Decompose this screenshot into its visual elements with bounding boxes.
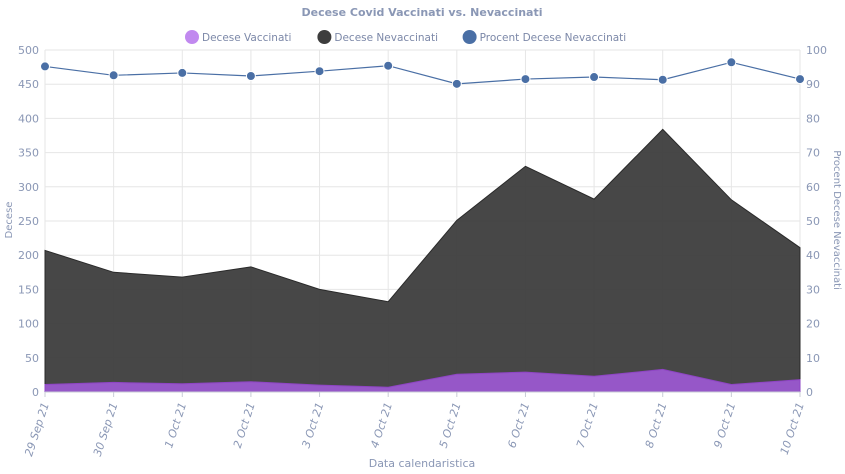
line-point <box>589 72 600 83</box>
line-point <box>795 74 805 85</box>
y2-tick-label: 90 <box>806 78 820 91</box>
legend-label: Procent Decese Nevaccinati <box>480 32 627 44</box>
y-tick-label: 0 <box>32 386 39 399</box>
x-axis-label: Data calendaristica <box>369 457 476 470</box>
y-tick-label: 150 <box>18 283 39 296</box>
x-tick-label: 30 Sep 21 <box>91 401 121 458</box>
line-point <box>245 70 256 81</box>
y2-tick-label: 40 <box>806 249 820 262</box>
y2-tick-label: 0 <box>806 386 813 399</box>
y-tick-label: 250 <box>18 215 39 228</box>
x-tick-label: 29 Sep 21 <box>22 401 52 458</box>
line-point <box>657 74 668 85</box>
chart-title: Decese Covid Vaccinati vs. Nevaccinati <box>301 6 542 19</box>
y-tick-label: 50 <box>25 352 39 365</box>
y-tick-label: 500 <box>18 44 39 57</box>
y-tick-label: 400 <box>18 112 39 125</box>
x-tick-label: 6 Oct 21 <box>505 401 532 450</box>
x-tick-label: 8 Oct 21 <box>643 401 670 450</box>
x-tick-label: 1 Oct 21 <box>162 401 189 450</box>
line-point <box>314 66 325 77</box>
legend-label: Decese Vaccinati <box>202 32 291 44</box>
legend-marker <box>317 30 332 44</box>
y2-tick-label: 100 <box>806 44 827 57</box>
legend-marker <box>462 30 477 44</box>
y2-tick-label: 70 <box>806 147 820 160</box>
y2-tick-label: 80 <box>806 112 820 125</box>
y-tick-label: 350 <box>18 147 39 160</box>
x-tick-label: 4 Oct 21 <box>368 401 395 450</box>
y2-tick-label: 20 <box>806 318 820 331</box>
y-tick-label: 300 <box>18 181 39 194</box>
plot-areas <box>44 128 801 393</box>
line-point <box>383 60 394 71</box>
x-tick-label: 5 Oct 21 <box>437 401 464 450</box>
line-point <box>726 57 737 68</box>
y-tick-label: 450 <box>18 78 39 91</box>
line-point <box>40 61 50 72</box>
y-tick-label: 200 <box>18 249 39 262</box>
line-point <box>108 70 119 81</box>
x-tick-label: 7 Oct 21 <box>574 401 601 450</box>
legend: Decese Vaccinati Decese Nevaccinati Procen… <box>185 30 626 44</box>
y2-tick-label: 60 <box>806 181 820 194</box>
legend-label: Decese Nevaccinati <box>334 32 438 44</box>
plot-lines <box>40 57 805 89</box>
line-procent-decese-nevaccinati <box>44 61 801 85</box>
area-decese-nevaccinati <box>44 128 801 393</box>
area-decese-vaccinati <box>44 368 801 393</box>
x-tick-label: 2 Oct 21 <box>231 401 258 450</box>
legend-marker <box>185 30 199 44</box>
y-tick-label: 100 <box>18 318 39 331</box>
x-tick-label: 3 Oct 21 <box>300 401 327 450</box>
y2-tick-label: 30 <box>806 283 820 296</box>
line-point <box>451 78 462 89</box>
x-tick-label: 9 Oct 21 <box>711 401 738 450</box>
y2-tick-label: 50 <box>806 215 820 228</box>
x-tick-label: 10 Oct 21 <box>778 401 807 456</box>
y2-tick-label: 10 <box>806 352 820 365</box>
y-axis-label: Decese <box>4 202 15 239</box>
line-point <box>177 67 188 78</box>
line-point <box>520 74 531 85</box>
y2-axis-label: Procent Decese Nevaccinati <box>831 150 842 290</box>
